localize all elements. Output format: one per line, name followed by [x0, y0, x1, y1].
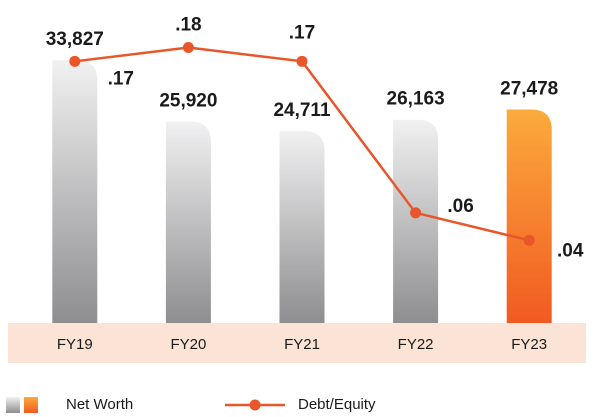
legend-marker	[249, 399, 261, 411]
category-band	[8, 323, 586, 363]
legend-label: Debt/Equity	[298, 396, 376, 413]
x-tick-label: FY20	[170, 336, 206, 353]
x-tick-label: FY23	[511, 336, 547, 353]
legend-label: Net Worth	[66, 396, 133, 413]
x-tick-label: FY21	[284, 336, 320, 353]
bar-value-label: 27,478	[500, 79, 558, 100]
line-marker	[69, 55, 81, 67]
bar	[52, 60, 98, 323]
line-value-label: .04	[557, 240, 584, 261]
line-marker	[182, 42, 194, 54]
bar	[165, 121, 211, 323]
line-value-label: .18	[175, 15, 201, 36]
legend-swatch	[6, 397, 20, 413]
line-marker	[523, 234, 535, 246]
x-tick-label: FY19	[57, 336, 93, 353]
bar	[506, 109, 552, 323]
bar	[279, 131, 325, 323]
legend-swatch	[24, 397, 38, 413]
bar-value-label: 26,163	[387, 89, 445, 110]
bar-value-label: 25,920	[159, 91, 217, 112]
bar-value-label: 24,711	[273, 100, 330, 121]
line-value-label: .17	[289, 22, 315, 43]
line-value-label: .17	[108, 68, 134, 89]
line-marker	[410, 207, 422, 219]
bar	[393, 119, 439, 323]
x-tick-label: FY22	[398, 336, 434, 353]
bar-value-label: 33,827	[46, 29, 104, 50]
line-marker	[296, 55, 308, 67]
line-value-label: .06	[447, 196, 473, 217]
